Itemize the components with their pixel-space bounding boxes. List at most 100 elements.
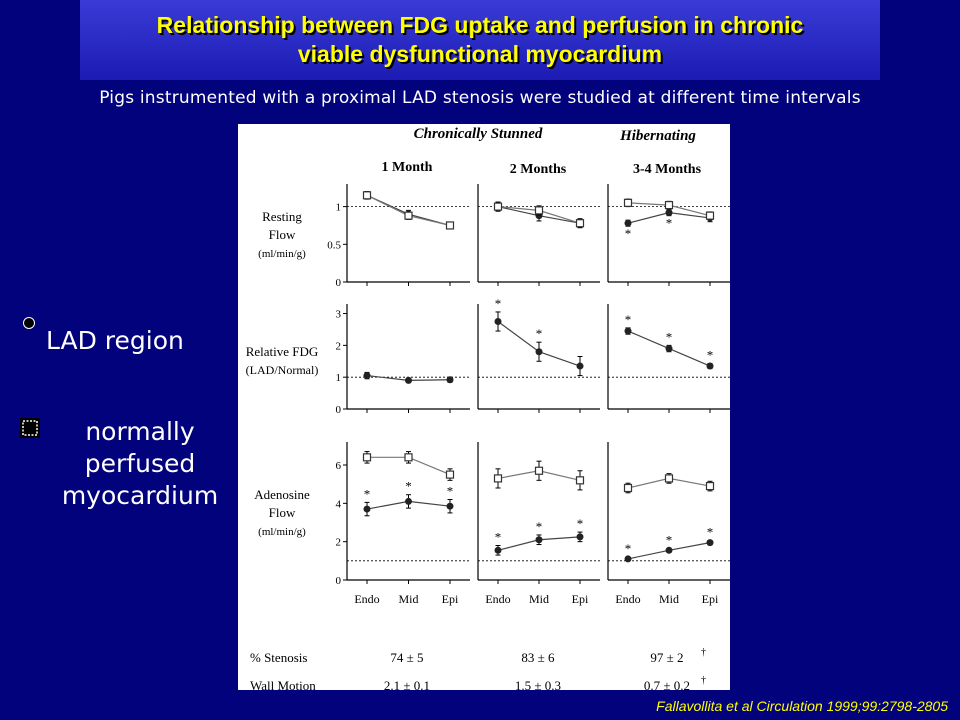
- lad-series-adenosine-flow-2-months-significance-mark: *: [577, 516, 584, 531]
- table-value: 83 ± 6: [521, 650, 555, 665]
- lad-series-adenosine-flow-2-months-significance-mark: *: [495, 530, 502, 545]
- normal-series-resting-flow-2-months-point: [534, 206, 544, 215]
- y-tick-label-relative-fdg-1-month: 1: [336, 372, 342, 384]
- lad-series-resting-flow-3-4-months-significance-mark: *: [666, 216, 673, 231]
- dagger-mark: †: [701, 647, 706, 658]
- y-tick-label-relative-fdg-1-month: 3: [336, 309, 342, 321]
- x-tick-label: Endo: [485, 592, 510, 606]
- group-header-stunned: Chronically Stunned: [414, 126, 543, 142]
- normal-series-adenosine-flow-3-4-months-point: [623, 483, 633, 493]
- lad-series-adenosine-flow-1-month-significance-mark: *: [447, 484, 454, 499]
- slide-subtitle: Pigs instrumented with a proximal LAD st…: [99, 88, 861, 108]
- lad-series-adenosine-flow-3-4-months-point: [624, 555, 632, 563]
- lad-region-marker-icon: [23, 317, 35, 329]
- y-tick-label-resting-flow-1-month: 0: [336, 277, 342, 289]
- x-tick-label: Epi: [442, 592, 459, 606]
- y-tick-label-adenosine-flow-1-month: 6: [336, 460, 342, 472]
- panel-relative-fdg-2-months: **: [477, 296, 600, 413]
- table-label-stenosis: % Stenosis: [250, 650, 307, 665]
- normal-series-resting-flow-2-months-point: [575, 219, 585, 228]
- normal-series-adenosine-flow-3-4-months-point: [664, 474, 674, 483]
- table-value: 74 ± 5: [390, 650, 423, 665]
- lad-series-adenosine-flow-2-months-significance-mark: *: [536, 519, 543, 534]
- normal-series-resting-flow-1-month-point: [362, 191, 372, 200]
- lad-series-relative-fdg-2-months-point: [576, 362, 584, 370]
- normal-series-resting-flow-1-month-point: [404, 211, 413, 220]
- row-label-adenosine-3: (ml/min/g): [258, 526, 306, 538]
- figure-panel: Chronically Stunned Hibernating 1 Month …: [238, 124, 730, 690]
- normal-series-adenosine-flow-2-months-point: [534, 466, 544, 475]
- slide-title-line-1: Relationship between FDG uptake and perf…: [156, 12, 804, 38]
- legend-normal-label: normally perfused myocardium: [52, 416, 228, 512]
- slide-title-line-2: viable dysfunctional myocardium: [297, 41, 663, 67]
- dagger-mark: †: [701, 675, 706, 686]
- lad-series-adenosine-flow-3-4-months-significance-mark: *: [625, 541, 632, 556]
- legend-normal-line-1: normally: [85, 417, 195, 446]
- normal-myocardium-marker-icon: [20, 418, 40, 438]
- lad-series-adenosine-flow-1-month-significance-mark: *: [405, 479, 412, 494]
- panel-resting-flow-1-month: 00.51: [327, 184, 470, 289]
- y-tick-label-resting-flow-1-month: 0.5: [327, 239, 341, 251]
- lad-series-relative-fdg-3-4-months-significance-mark: *: [707, 348, 714, 363]
- normal-series-resting-flow-3-4-months-point: [623, 198, 633, 207]
- figure-svg: Chronically Stunned Hibernating 1 Month …: [246, 126, 730, 690]
- x-tick-label: Mid: [398, 592, 418, 606]
- panel-adenosine-flow-3-4-months: * * *: [607, 442, 730, 584]
- x-tick-label: Endo: [615, 592, 640, 606]
- slide-title-banner: Relationship between FDG uptake and perf…: [80, 0, 880, 80]
- table-value: 97 ± 2: [650, 650, 683, 665]
- lad-series-relative-fdg-3-4-months-point: [706, 362, 714, 370]
- lad-series-adenosine-flow-3-4-months-significance-mark: *: [707, 525, 714, 540]
- legend-lad-label: LAD region: [46, 326, 184, 355]
- lad-series-relative-fdg-2-months-point: [535, 348, 543, 356]
- panel-adenosine-flow-1-month: 0 2 4 6 * * *: [336, 442, 470, 587]
- normal-series-adenosine-flow-1-month-point: [445, 470, 455, 479]
- table-value: 0.7 ± 0.2: [644, 678, 690, 690]
- y-tick-label-adenosine-flow-1-month: 0: [336, 575, 342, 587]
- panel-resting-flow-2-months: [477, 184, 600, 286]
- x-tick-label: Mid: [529, 592, 549, 606]
- row-label-adenosine-1: Adenosine: [254, 487, 310, 502]
- row-label-fdg-2: (LAD/Normal): [246, 363, 319, 377]
- lad-series-relative-fdg-2-months-significance-mark: *: [495, 296, 502, 311]
- normal-series-adenosine-flow-3-4-months-point: [705, 481, 715, 491]
- panel-relative-fdg-1-month: 0 1 2 3: [336, 304, 470, 416]
- normal-series-adenosine-flow-2-months-point: [575, 476, 585, 485]
- lad-series-adenosine-flow-1-month-point: [446, 502, 454, 510]
- row-label-adenosine-2: Flow: [269, 505, 296, 520]
- lad-series-relative-fdg-3-4-months-point: [624, 327, 632, 335]
- table-value: 2.1 ± 0.1: [384, 678, 430, 690]
- lad-series-resting-flow-3-4-months-point: [624, 219, 632, 227]
- normal-series-adenosine-flow-2-months-point: [493, 474, 503, 483]
- lad-series-adenosine-flow-2-months-point: [494, 546, 502, 554]
- citation: Fallavollita et al Circulation 1999;99:2…: [656, 698, 948, 714]
- time-label-3: 3-4 Months: [633, 162, 702, 177]
- panel-resting-flow-3-4-months: **: [607, 184, 730, 286]
- row-label-resting-3: (ml/min/g): [258, 248, 306, 260]
- normal-series-resting-flow-2-months-point: [493, 202, 503, 211]
- lad-series-relative-fdg-2-months-significance-mark: *: [536, 326, 543, 341]
- x-tick-label: Epi: [702, 592, 719, 606]
- x-tick-label: Mid: [659, 592, 679, 606]
- lad-series-relative-fdg-1-month-point: [405, 376, 412, 384]
- row-label-resting-2: Flow: [269, 227, 296, 242]
- lad-series-adenosine-flow-1-month-significance-mark: *: [364, 486, 371, 501]
- y-tick-label-adenosine-flow-1-month: 2: [336, 537, 342, 549]
- y-tick-label-adenosine-flow-1-month: 4: [336, 498, 342, 510]
- lad-series-relative-fdg-1-month-point: [363, 372, 371, 380]
- time-label-1: 1 Month: [382, 160, 433, 175]
- lad-series-relative-fdg-2-months-point: [494, 318, 502, 325]
- normal-series-resting-flow-3-4-months-point: [705, 211, 715, 220]
- lad-series-relative-fdg-3-4-months-significance-mark: *: [666, 329, 673, 344]
- lad-series-adenosine-flow-3-4-months-point: [706, 539, 714, 547]
- lad-series-adenosine-flow-3-4-months-significance-mark: *: [666, 532, 673, 547]
- y-tick-label-resting-flow-1-month: 1: [336, 202, 342, 214]
- normal-series-adenosine-flow-1-month-point: [362, 453, 372, 462]
- lad-series-adenosine-flow-3-4-months-point: [665, 546, 673, 554]
- legend-normal-line-3: myocardium: [61, 481, 219, 510]
- y-tick-label-relative-fdg-1-month: 2: [336, 340, 342, 352]
- group-header-hibernating: Hibernating: [619, 128, 696, 144]
- normal-series-adenosine-flow-1-month-point: [404, 453, 413, 462]
- x-tick-label: Endo: [354, 592, 379, 606]
- lad-series-adenosine-flow-1-month-point: [363, 505, 371, 513]
